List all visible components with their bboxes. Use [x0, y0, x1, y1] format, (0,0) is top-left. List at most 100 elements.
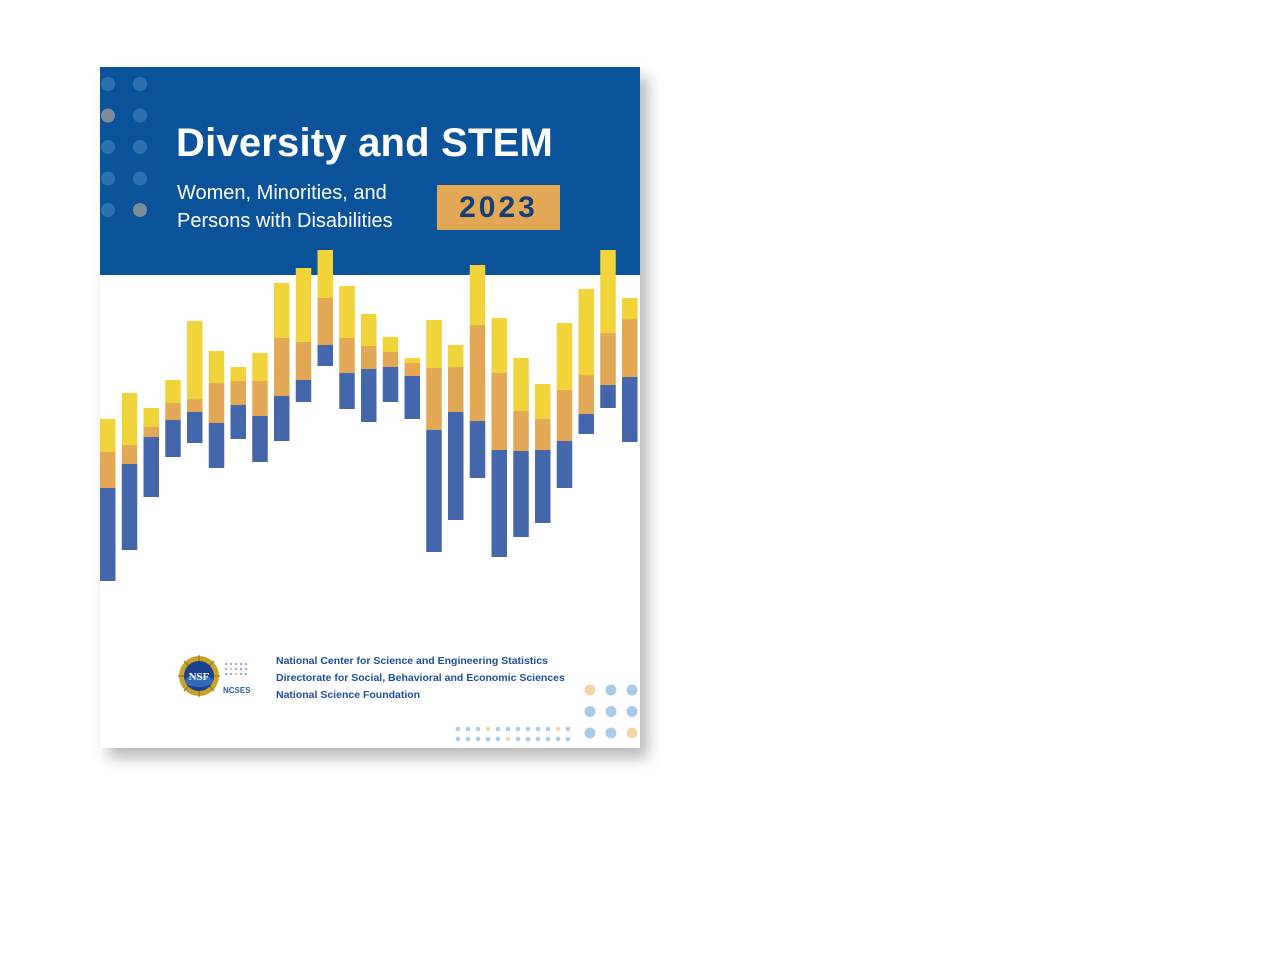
- bar-segment-blue: [578, 414, 594, 434]
- bar-segment-blue: [317, 345, 333, 366]
- footer-dot: [515, 726, 521, 732]
- banner-dot: [133, 140, 147, 154]
- subtitle-line-1: Women, Minorities, and: [177, 182, 387, 204]
- decorative-bar: [513, 358, 529, 537]
- banner-dot: [133, 171, 147, 186]
- bar-segment-yellow: [600, 250, 616, 333]
- decorative-bar: [448, 345, 464, 520]
- title-banner: [100, 67, 640, 275]
- footer-dot: [455, 736, 461, 742]
- bar-segment-orange: [187, 399, 203, 412]
- bar-segment-blue: [100, 488, 116, 581]
- bar-segment-yellow: [295, 268, 312, 342]
- bar-segment-yellow: [252, 353, 268, 381]
- bar-segment-orange: [100, 452, 116, 488]
- banner-dot: [101, 140, 115, 154]
- bar-segment-orange: [295, 342, 312, 380]
- decorative-bar: [469, 265, 486, 478]
- decorative-bar: [143, 408, 159, 497]
- corner-dot: [626, 706, 638, 717]
- bar-segment-blue: [361, 369, 377, 422]
- nsf-logo-text: NSF: [189, 671, 210, 683]
- decorative-bar: [165, 380, 181, 457]
- bar-segment-orange: [513, 411, 529, 451]
- bar-segment-yellow: [100, 419, 116, 452]
- decorative-bar: [535, 384, 551, 523]
- footer-dot: [545, 726, 551, 732]
- bar-segment-yellow: [382, 337, 399, 352]
- footer-dot: [515, 736, 521, 742]
- footer-dot: [565, 736, 571, 742]
- bar-segment-blue: [339, 373, 355, 409]
- footer-dot: [465, 726, 471, 732]
- footer-dot: [525, 726, 531, 732]
- bar-segment-yellow: [513, 358, 529, 411]
- bar-segment-orange: [252, 381, 268, 416]
- decorative-bar: [556, 323, 573, 488]
- bar-segment-blue: [165, 420, 181, 457]
- bar-segment-orange: [382, 352, 399, 367]
- decorative-bar: [317, 250, 333, 366]
- bar-segment-yellow: [622, 298, 638, 319]
- nsf-logo-icon: NSF: [178, 655, 220, 697]
- bar-segment-blue: [404, 376, 420, 419]
- banner-dot: [101, 77, 115, 91]
- decorative-bar: [295, 268, 312, 402]
- bar-segment-blue: [252, 416, 268, 462]
- bar-segment-yellow: [491, 318, 507, 373]
- bar-segment-orange: [469, 325, 486, 421]
- decorative-bar-graphic: [100, 250, 638, 581]
- bar-segment-yellow: [361, 314, 377, 346]
- decorative-dots-top-left: [101, 77, 147, 217]
- cover-title: Diversity and STEM: [176, 121, 554, 165]
- bar-segment-blue: [426, 430, 442, 552]
- bar-segment-orange: [622, 319, 638, 377]
- bar-segment-orange: [208, 383, 225, 423]
- report-cover: Diversity and STEM Women, Minorities, an…: [100, 67, 640, 748]
- corner-dot: [605, 727, 617, 739]
- footer-dot: [545, 736, 551, 742]
- bar-segment-yellow: [317, 250, 333, 298]
- decorative-bar: [121, 393, 138, 550]
- ncses-dots-icon: [225, 663, 247, 675]
- banner-dot: [133, 77, 147, 91]
- corner-dot: [605, 684, 617, 696]
- bar-segment-blue: [556, 441, 573, 488]
- bar-segment-blue: [295, 380, 312, 402]
- corner-dot: [626, 727, 638, 739]
- bar-segment-blue: [187, 412, 203, 443]
- bar-segment-orange: [556, 390, 573, 441]
- bar-segment-orange: [535, 419, 551, 450]
- org-line-2: Directorate for Social, Behavioral and E…: [276, 672, 565, 684]
- bar-segment-blue: [382, 367, 399, 402]
- decorative-bar: [187, 321, 203, 443]
- bar-segment-yellow: [274, 283, 290, 338]
- bar-segment-yellow: [469, 265, 486, 325]
- footer-dot: [455, 726, 461, 732]
- banner-dot: [133, 108, 147, 123]
- bar-segment-orange: [448, 367, 464, 412]
- decorative-bar: [100, 419, 116, 581]
- corner-dot: [605, 706, 617, 717]
- decorative-bar: [622, 298, 638, 442]
- decorative-bar: [252, 353, 268, 462]
- footer-dot: [505, 726, 511, 732]
- bar-segment-blue: [469, 421, 486, 478]
- bar-segment-blue: [491, 450, 507, 557]
- bar-segment-blue: [230, 405, 246, 439]
- bar-segment-blue: [622, 377, 638, 442]
- bar-segment-yellow: [404, 358, 420, 363]
- footer-dot: [555, 726, 561, 732]
- corner-dot: [584, 706, 596, 717]
- bar-segment-yellow: [187, 321, 203, 399]
- decorative-bar: [578, 289, 594, 434]
- footer-dot: [505, 736, 511, 742]
- bar-segment-yellow: [448, 345, 464, 367]
- footer-dot: [495, 736, 501, 742]
- footer-dot: [535, 736, 541, 742]
- footer-dot: [535, 726, 541, 732]
- bar-segment-orange: [600, 333, 616, 385]
- decorative-bar: [361, 314, 377, 422]
- bar-segment-blue: [448, 412, 464, 520]
- footer-dot: [485, 726, 491, 732]
